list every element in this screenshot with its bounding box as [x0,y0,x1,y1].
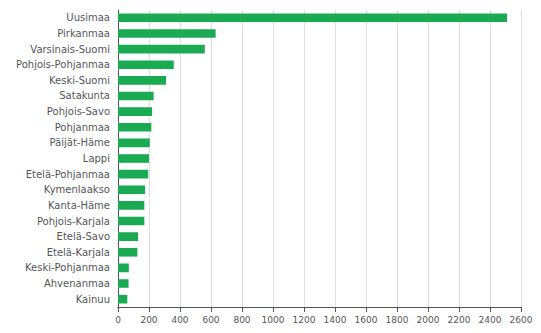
svg-text:Kanta-Häme: Kanta-Häme [48,200,110,211]
svg-text:Pirkanmaa: Pirkanmaa [57,28,110,39]
svg-text:2400: 2400 [479,315,502,325]
svg-text:400: 400 [171,315,188,325]
svg-text:Etelä-Savo: Etelä-Savo [57,231,110,242]
svg-text:Kainuu: Kainuu [76,294,110,305]
svg-text:Uusimaa: Uusimaa [66,12,110,23]
svg-text:Keski-Pohjanmaa: Keski-Pohjanmaa [25,262,110,273]
svg-text:2200: 2200 [448,315,471,325]
svg-text:Lappi: Lappi [83,153,110,164]
svg-text:Etelä-Karjala: Etelä-Karjala [47,247,110,258]
svg-text:1200: 1200 [293,315,316,325]
svg-text:Pohjois-Savo: Pohjois-Savo [47,106,110,117]
svg-text:Kymenlaakso: Kymenlaakso [44,184,110,195]
svg-text:Pohjois-Pohjanmaa: Pohjois-Pohjanmaa [16,59,110,70]
svg-text:Varsinais-Suomi: Varsinais-Suomi [30,44,110,55]
svg-text:1400: 1400 [324,315,347,325]
svg-text:Satakunta: Satakunta [59,90,110,101]
svg-text:Pohjois-Karjala: Pohjois-Karjala [37,216,110,227]
svg-text:Keski-Suomi: Keski-Suomi [49,75,110,86]
svg-text:2600: 2600 [510,315,533,325]
svg-text:0: 0 [115,315,121,325]
svg-text:600: 600 [202,315,219,325]
svg-text:Päijät-Häme: Päijät-Häme [50,137,110,148]
svg-text:1600: 1600 [355,315,378,325]
svg-text:Ahvenanmaa: Ahvenanmaa [44,278,110,289]
svg-text:1000: 1000 [262,315,285,325]
svg-text:800: 800 [233,315,250,325]
svg-text:1800: 1800 [386,315,409,325]
svg-text:Etelä-Pohjanmaa: Etelä-Pohjanmaa [26,169,110,180]
svg-text:200: 200 [140,315,157,325]
svg-text:2000: 2000 [417,315,440,325]
svg-text:Pohjanmaa: Pohjanmaa [55,122,110,133]
